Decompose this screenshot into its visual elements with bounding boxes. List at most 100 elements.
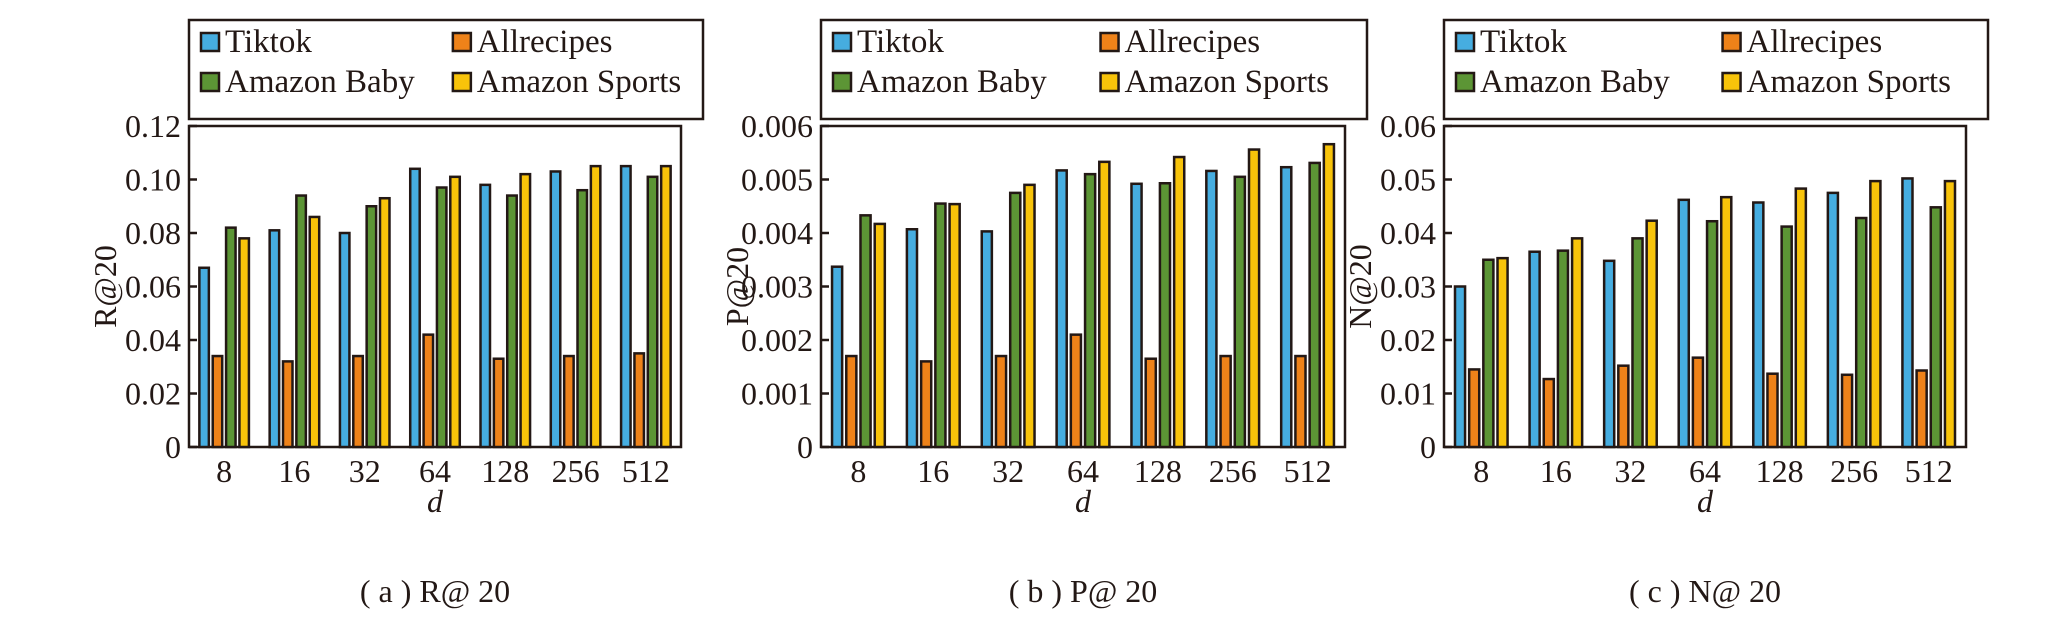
bar-tiktok [1602,259,1616,449]
bar-amazon-baby [1233,175,1247,449]
bar-amazon-baby [646,175,659,449]
bar-allrecipes [845,354,858,449]
legend-label: Tiktok [225,24,312,60]
x-tick-label: 32 [992,453,1024,489]
legend-swatch [1099,71,1120,93]
y-tick-label: 0.05 [1380,162,1436,198]
bar-group-32 [1602,219,1658,449]
bar-amazon-baby [435,186,448,449]
x-tick-label: 64 [1689,453,1721,489]
bar-allrecipes [1691,356,1705,449]
x-tick-label: 64 [419,453,451,489]
y-tick-label: 0.12 [125,108,181,144]
x-tick-label: 16 [278,453,310,489]
bar-amazon-baby [1631,237,1644,449]
y-tick-label: 0.10 [125,162,181,198]
bar-amazon-sports [449,175,462,449]
bar-tiktok [1130,182,1143,449]
bar-allrecipes [1144,357,1158,449]
bar-amazon-sports [1098,160,1111,449]
bar-amazon-baby [1854,216,1868,449]
y-tick-label: 0 [1420,429,1436,465]
bar-allrecipes [281,360,294,449]
bar-amazon-sports [873,222,887,449]
legend-item: Amazon Sports [451,64,681,100]
x-tick-label: 128 [481,453,529,489]
legend-item: Amazon Sports [1721,64,1951,100]
x-tick-label: 32 [1614,453,1646,489]
plot-frame [187,124,683,449]
x-tick-label: 128 [1756,453,1804,489]
bar-group-512 [1279,142,1336,449]
bar-group-8 [830,214,887,449]
y-axis-label: P@20 [719,247,755,326]
chart-3: Tiktok Allrecipes Amazon Baby Amazon Sports… [1342,18,1990,609]
bar-allrecipes [1766,372,1779,449]
y-tick-label: 0.003 [741,269,813,305]
legend-label: Amazon Baby [1480,64,1670,100]
legend-item: Amazon Baby [199,64,415,100]
bar-amazon-baby [576,188,589,449]
y-tick-label: 0.005 [741,162,813,198]
legend-item: Amazon Baby [1454,64,1670,100]
x-tick-label: 512 [622,453,670,489]
bar-tiktok [1205,169,1218,449]
y-tick-label: 0.006 [741,108,813,144]
y-tick-label: 0.04 [1380,215,1436,251]
bar-group-128 [1752,187,1808,449]
bar-amazon-baby [1556,249,1570,449]
bar-group-64 [408,167,462,449]
legend: Tiktok Allrecipes Amazon Baby Amazon Sports [187,18,705,121]
legend: Tiktok Allrecipes Amazon Baby Amazon Sports [1442,18,1990,121]
bar-amazon-sports [378,196,391,449]
bar-tiktok [1752,201,1765,449]
y-tick-label: 0.004 [741,215,813,251]
bar-group-16 [1528,237,1584,449]
bar-group-512 [1901,177,1957,449]
bar-group-16 [268,194,321,449]
bar-tiktok [1677,198,1691,449]
bar-group-256 [1205,148,1261,449]
bar-tiktok [830,265,844,449]
bar-amazon-sports [1645,219,1658,449]
bar-allrecipes [1294,354,1307,449]
bar-group-64 [1055,160,1111,449]
bar-tiktok [1279,165,1293,449]
bar-amazon-baby [934,202,947,449]
bar-amazon-sports [238,237,251,449]
bar-group-256 [549,164,602,449]
bar-allrecipes [422,333,435,449]
x-tick-label: 512 [1905,453,1953,489]
bar-group-8 [198,226,251,449]
legend-swatch [199,71,221,93]
bar-tiktok [1528,250,1541,449]
bar-amazon-sports [1869,179,1882,449]
bar-amazon-baby [1929,206,1943,449]
x-tick-label: 32 [349,453,381,489]
legend-swatch [1099,31,1120,53]
bar-amazon-sports [1719,195,1733,449]
caption: ( b ) P@ 20 [1009,573,1158,609]
y-tick-label: 0.002 [741,322,813,358]
bar-allrecipes [211,354,224,449]
bar-group-128 [1130,155,1186,449]
y-tick-label: 0 [797,429,813,465]
legend-label: Tiktok [857,24,944,60]
bar-group-16 [905,202,961,449]
legend-label: Tiktok [1480,24,1567,60]
legend-item: Amazon Baby [831,64,1047,100]
bar-tiktok [268,229,281,449]
y-tick-label: 0.02 [125,376,181,412]
bar-amazon-sports [1794,187,1808,449]
legend-swatch [831,71,853,93]
bar-amazon-baby [365,205,378,449]
x-tick-label: 16 [917,453,949,489]
bar-allrecipes [1467,368,1481,449]
bar-group-8 [1453,256,1509,449]
bar-allrecipes [562,354,575,449]
x-tick-label: 8 [850,453,866,489]
legend-item: Allrecipes [1099,24,1260,60]
bar-amazon-baby [1705,219,1719,449]
